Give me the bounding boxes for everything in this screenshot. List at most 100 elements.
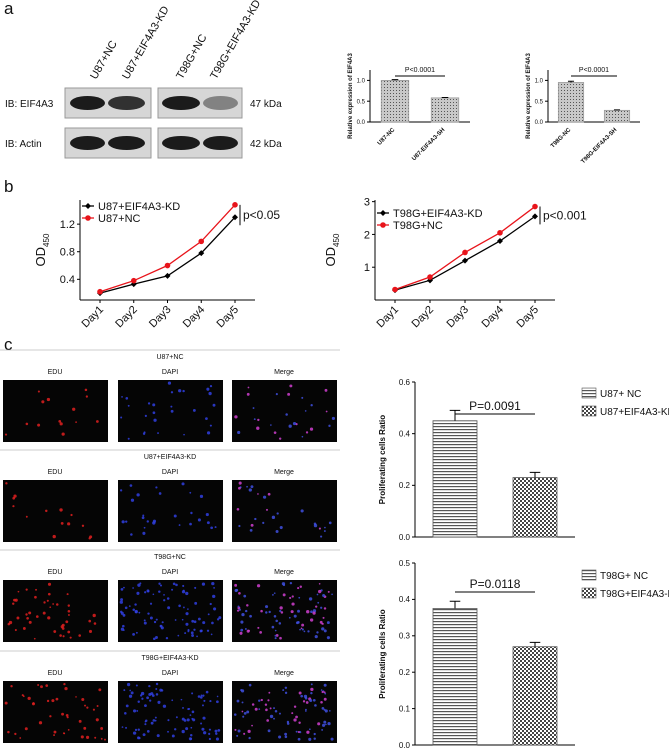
cell [19, 737, 22, 739]
cell [96, 420, 99, 423]
cell [269, 714, 274, 719]
cell [171, 699, 174, 702]
cell [202, 716, 206, 720]
cell [152, 403, 156, 407]
cell [238, 486, 241, 490]
cell [17, 590, 20, 593]
cell [213, 586, 215, 589]
cell [120, 588, 124, 591]
cell [167, 606, 171, 610]
cell [257, 626, 260, 629]
cell [84, 704, 87, 707]
cell [243, 711, 247, 715]
cell [251, 703, 255, 706]
cell [137, 736, 140, 740]
cell [28, 620, 32, 624]
cell [190, 631, 194, 635]
cell [249, 528, 253, 532]
cell [144, 720, 147, 723]
cell [47, 582, 52, 586]
cell [197, 518, 201, 522]
cell [155, 693, 159, 696]
cell [12, 505, 15, 508]
cell [301, 623, 305, 627]
cell [247, 629, 250, 632]
x-tick-label: Day3 [444, 304, 471, 331]
y-tick-label: 0.4 [60, 274, 75, 286]
cell [274, 634, 277, 637]
cell [43, 601, 46, 604]
cell [143, 431, 146, 434]
cell [193, 620, 197, 624]
cell [236, 734, 239, 737]
cell [206, 521, 210, 525]
legend-swatch [581, 387, 597, 399]
cell [60, 522, 64, 525]
cell [248, 736, 251, 740]
y-tick-label: 0.0 [399, 533, 411, 542]
cell [246, 485, 248, 488]
cell [144, 414, 147, 417]
cell [22, 627, 26, 630]
y-axis-label: Proliferating cells Ratio [378, 415, 387, 504]
cell [313, 732, 316, 736]
legend-swatch [581, 569, 597, 581]
cell [149, 699, 152, 702]
cell [28, 611, 32, 615]
cell [85, 735, 90, 739]
cell [286, 720, 290, 724]
cell [299, 628, 301, 631]
cell [258, 708, 261, 711]
cell [273, 707, 276, 710]
y-axis-label: Relative expression of EIF4A3 [348, 52, 354, 138]
cell [4, 433, 8, 436]
cell [160, 626, 164, 630]
cell [273, 717, 275, 720]
cell [62, 635, 65, 638]
cell [182, 706, 184, 709]
cell [10, 685, 13, 688]
lane-label: U87+NC [88, 39, 120, 82]
channel-label: Merge [274, 469, 294, 476]
blot-size: 42 kDa [250, 139, 282, 150]
cell [128, 605, 131, 607]
cell [216, 695, 219, 698]
bar [432, 420, 478, 538]
cell [175, 716, 178, 719]
y-axis-label: Proliferating cells Ratio [378, 609, 387, 698]
cell [152, 593, 155, 596]
cell [173, 514, 177, 518]
cell [129, 689, 132, 692]
cell [47, 616, 51, 620]
cell [265, 605, 269, 609]
cell [142, 733, 146, 737]
cell [153, 418, 157, 422]
cell [174, 619, 177, 621]
cell [196, 635, 198, 638]
cell [325, 410, 328, 413]
cell [244, 628, 247, 630]
cell [178, 389, 182, 393]
cell [293, 614, 297, 618]
marker [164, 262, 171, 269]
cell [300, 694, 303, 698]
cell [215, 737, 219, 741]
cell [123, 586, 125, 589]
y-axis-label-text: Relative expression of EIF4A3 [348, 52, 354, 138]
cell [284, 686, 288, 690]
x-tick-label: U87-EIF4A3-SH [411, 127, 446, 162]
x-tick-label: Day4 [479, 304, 506, 331]
cell [161, 621, 164, 624]
cell [152, 521, 156, 525]
cell [284, 735, 288, 739]
cell [66, 593, 69, 596]
cell [135, 684, 138, 687]
cell [237, 430, 241, 435]
legend-marker [380, 222, 386, 228]
cell [298, 596, 301, 599]
cell [174, 728, 177, 731]
cell [185, 591, 189, 596]
cell [246, 604, 249, 607]
